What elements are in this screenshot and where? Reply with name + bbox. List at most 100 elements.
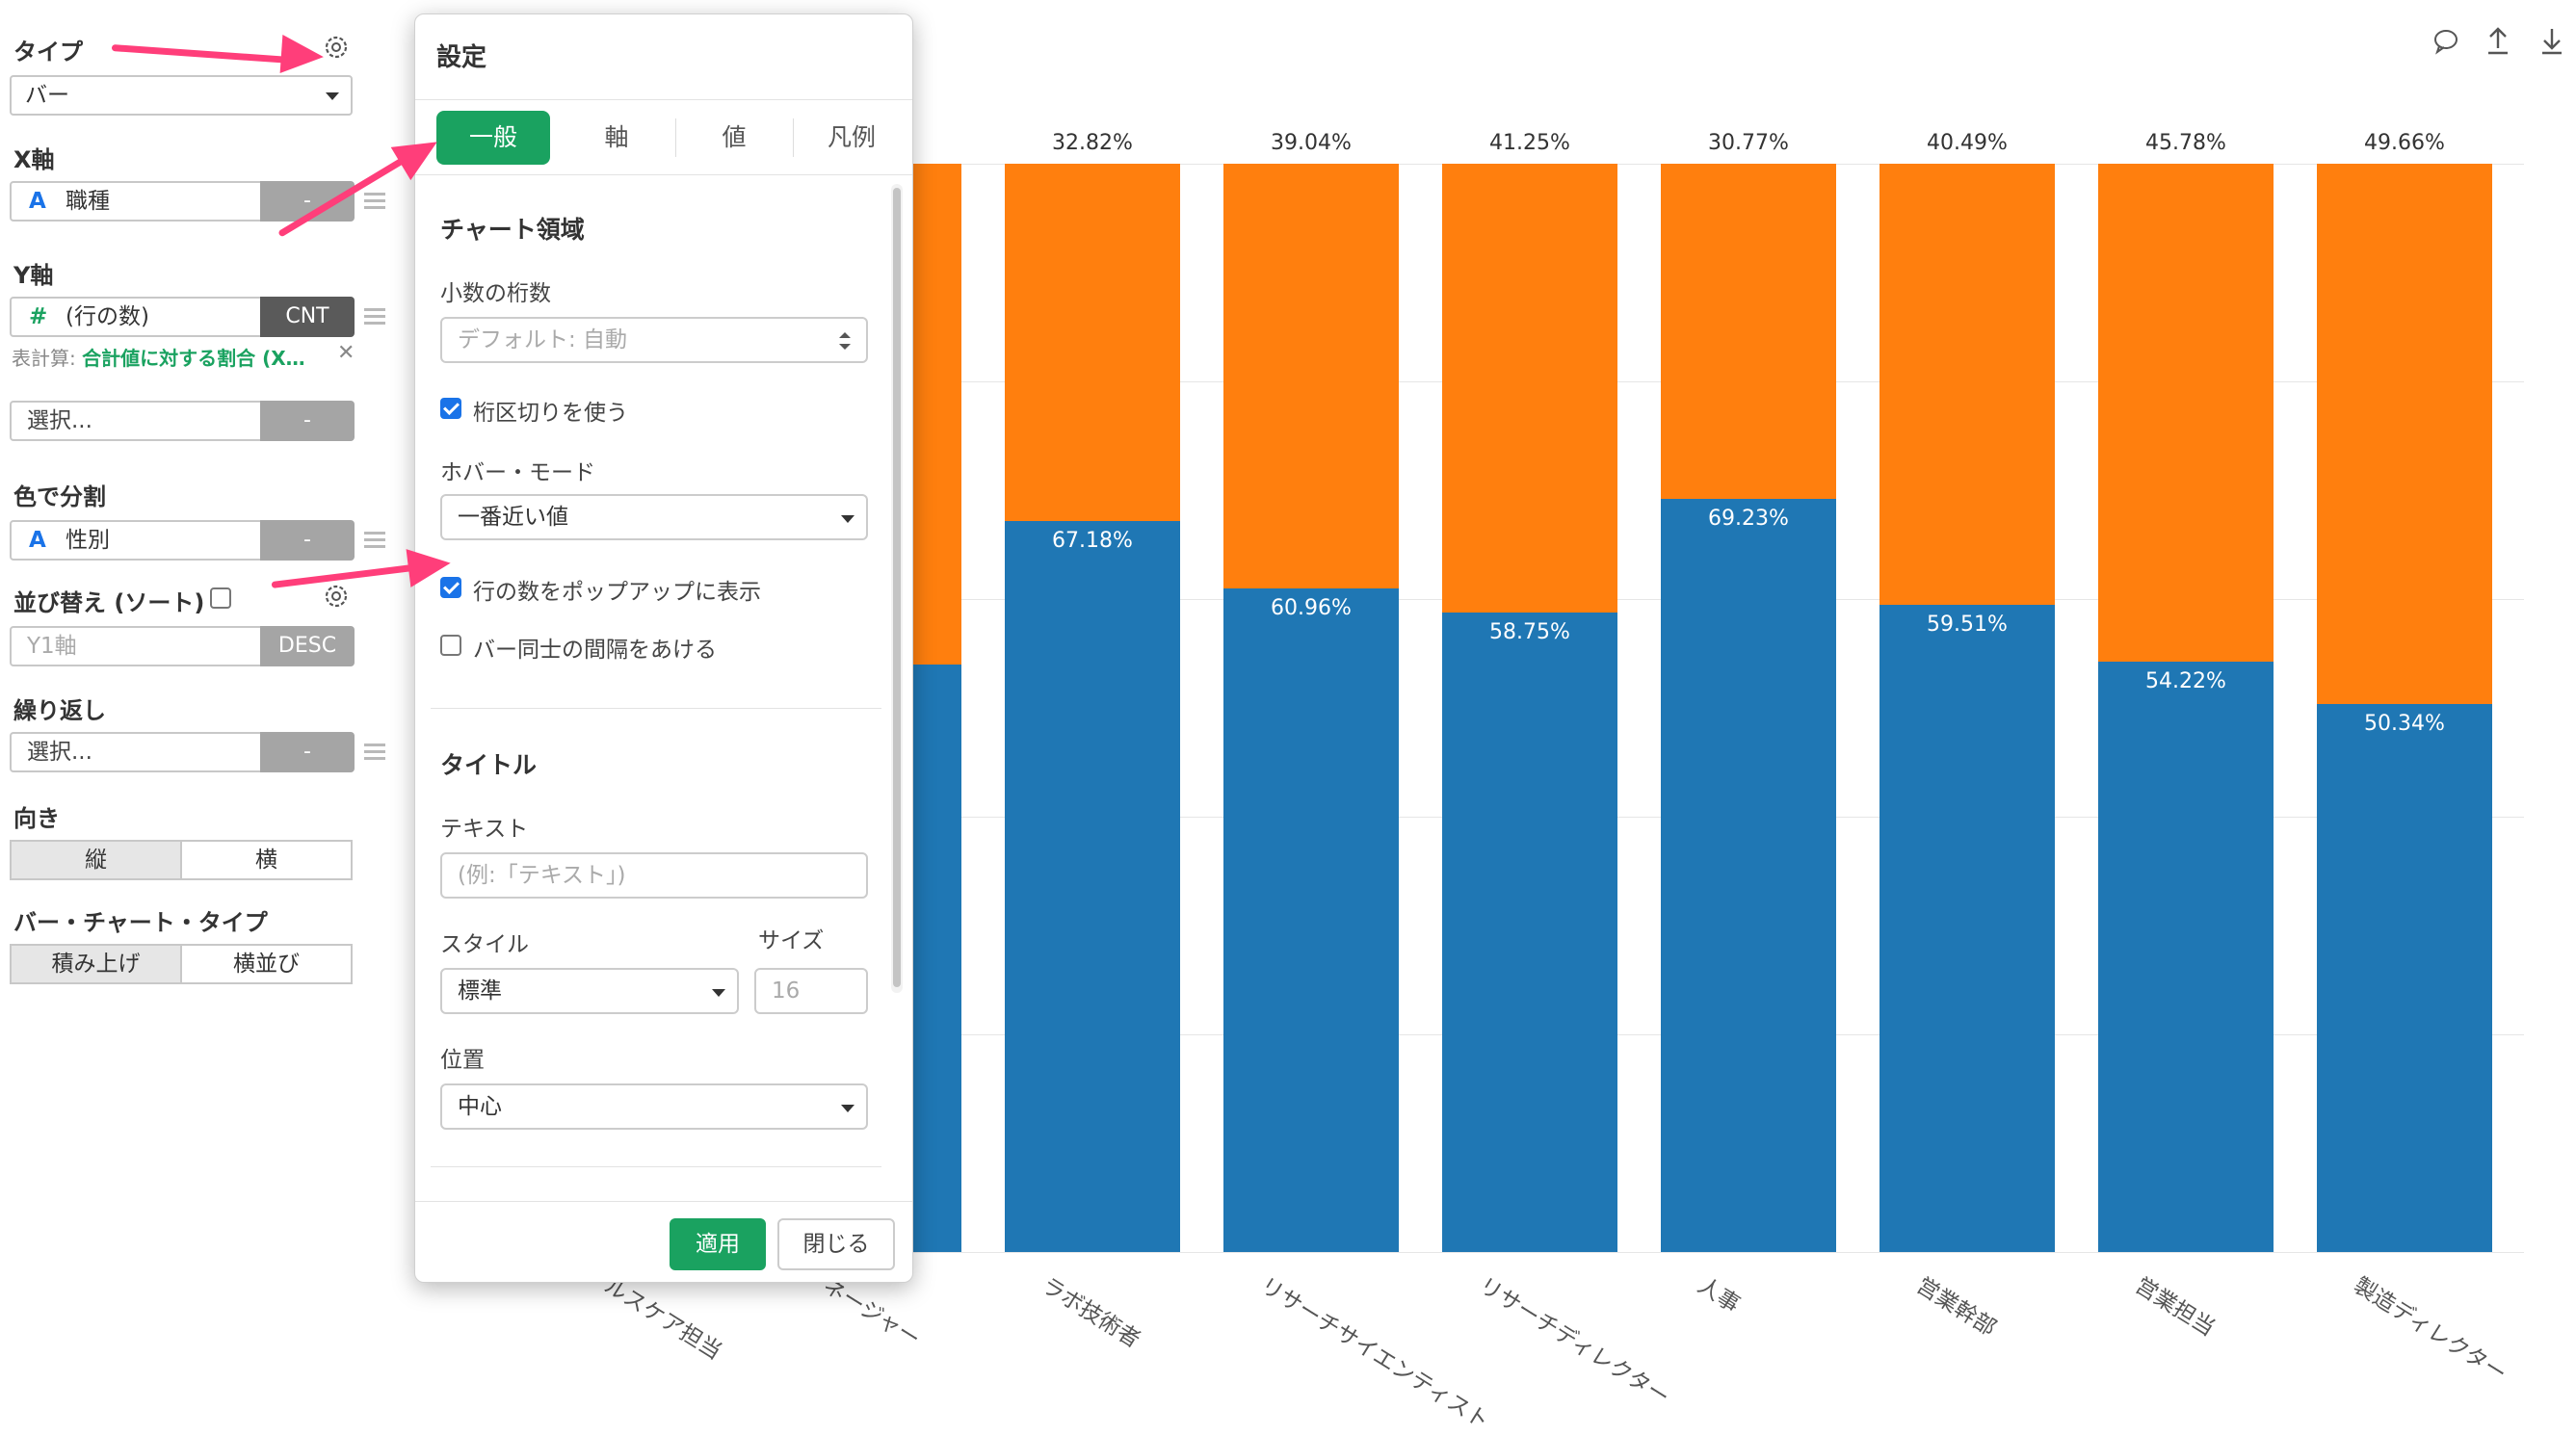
sort-gear-icon[interactable] [322,582,351,611]
style-select[interactable]: 標準 [440,968,739,1014]
tab-value[interactable]: 値 [722,123,747,151]
repeat-select[interactable]: 選択... - [10,732,355,772]
section-chart-area: チャート領域 [440,216,585,244]
bar-segment-blue[interactable] [2317,704,2492,1252]
y2-axis-select[interactable]: 選択... - [10,401,355,441]
bar-segment-blue[interactable] [1879,604,2055,1252]
drag-handle-icon[interactable] [364,193,385,196]
y2-agg-button[interactable]: - [260,401,355,441]
bar-type-side-option[interactable]: 横並び [233,952,300,977]
settings-dialog: 設定 一般 軸 値 凡例 チャート領域 小数の桁数 デフォルト: 自動 桁区切り… [414,13,913,1283]
stepper-icon[interactable] [835,328,854,353]
tab-general[interactable]: 一般 [436,111,550,165]
x-tick-label: リサーチサイエンティスト [1255,1272,1493,1435]
bar-segment-blue[interactable] [2098,662,2274,1252]
close-icon[interactable]: ✕ [337,341,355,365]
bar-segment-orange[interactable] [1005,164,1180,521]
bar-segment-blue[interactable] [1223,588,1399,1252]
y-axis-field[interactable]: # (行の数) CNT [10,297,355,337]
drag-handle-icon[interactable] [364,308,385,311]
data-label: 50.34% [2364,712,2445,737]
divider [431,1166,881,1167]
tab-legend[interactable]: 凡例 [827,123,876,151]
comment-icon[interactable] [2431,27,2460,56]
tab-axis[interactable]: 軸 [604,123,629,151]
color-split-field-name: 性別 [66,528,110,553]
bar-segment-blue[interactable] [1442,613,1617,1252]
orientation-toggle[interactable]: 縦 横 [10,840,353,880]
x-tick-label: 製造ディレクター [2349,1272,2511,1388]
size-label: サイズ [758,928,825,953]
position-label: 位置 [440,1048,485,1073]
table-calc-link[interactable]: 合計値に対する割合 (X… [82,347,305,370]
hover-mode-select[interactable]: 一番近い値 [440,494,868,540]
color-split-label: 色で分割 [13,483,106,510]
hover-mode-value: 一番近い値 [458,505,568,530]
data-label: 67.18% [1052,528,1133,553]
section-title: タイトル [440,751,538,779]
upload-icon[interactable] [2484,25,2512,56]
scrollbar-thumb[interactable] [893,188,901,987]
y-axis-agg-button[interactable]: CNT [260,297,355,337]
gear-icon[interactable] [322,33,351,62]
sort-label: 並び替え (ソート) [13,589,205,616]
dialog-title: 設定 [436,43,487,72]
drag-handle-icon[interactable] [364,744,385,746]
x-tick-label: 営業担当 [2130,1272,2220,1342]
size-input[interactable]: 16 [754,968,868,1014]
orientation-vertical-option[interactable]: 縦 [12,842,182,878]
thousands-sep-checkbox[interactable] [440,398,461,419]
bar-segment-orange[interactable] [1661,164,1836,499]
bar-segment-orange[interactable] [1223,164,1399,589]
bar-segment-orange[interactable] [1442,164,1617,613]
bar-segment-orange[interactable] [2098,164,2274,663]
tab-separator [793,118,794,157]
popup-rows-label: 行の数をポップアップに表示 [473,580,761,605]
bar-gap-checkbox[interactable] [440,635,461,656]
annotation-arrow [111,44,285,64]
repeat-value: 選択... [27,740,92,765]
bar-type-stacked-option[interactable]: 積み上げ [12,946,182,982]
bar-segment-blue[interactable] [1005,520,1180,1252]
sort-checkbox[interactable] [210,587,231,609]
table-calc-prefix: 表計算: [12,347,76,370]
sort-field[interactable]: Y1軸 DESC [10,626,355,666]
x-axis-field[interactable]: A 職種 - [10,181,355,222]
type-label: タイプ [13,39,83,65]
download-icon[interactable] [2537,25,2566,56]
scrollbar-track[interactable] [891,184,903,993]
thousands-sep-label: 桁区切りを使う [473,401,628,426]
popup-rows-checkbox[interactable] [440,577,461,598]
y-axis-label: Y軸 [13,262,54,289]
data-label: 32.82% [1052,131,1133,155]
bar-segment-orange[interactable] [2317,164,2492,705]
bar-segment-orange[interactable] [1879,164,2055,605]
drag-handle-icon[interactable] [364,532,385,535]
color-agg-button[interactable]: - [260,520,355,561]
title-text-input[interactable]: (例:「テキスト」) [440,852,868,899]
y-axis-field-name: (行の数) [66,304,149,329]
position-select[interactable]: 中心 [440,1083,868,1130]
chart-type-select[interactable]: バー [10,75,353,116]
x-tick-label: 営業幹部 [1911,1272,2001,1342]
orientation-label: 向き [13,805,60,832]
bar-gap-label: バー同士の間隔をあける [473,638,717,663]
apply-button[interactable]: 適用 [670,1218,766,1270]
sort-order-button[interactable]: DESC [260,626,355,666]
x-axis-field-name: 職種 [66,189,110,214]
data-label: 49.66% [2364,131,2445,155]
footer-divider [415,1201,912,1202]
data-label: 39.04% [1271,131,1352,155]
color-split-field[interactable]: A 性別 - [10,520,355,561]
sort-field-value: Y1軸 [27,634,77,659]
bar-type-toggle[interactable]: 積み上げ 横並び [10,944,353,984]
decimal-input[interactable]: デフォルト: 自動 [440,317,868,363]
repeat-agg-button[interactable]: - [260,732,355,772]
data-label: 60.96% [1271,596,1352,621]
close-button[interactable]: 閉じる [777,1218,895,1270]
bar-segment-blue[interactable] [1661,498,1836,1252]
orientation-horizontal-option[interactable]: 横 [255,848,277,873]
data-label: 69.23% [1708,506,1789,531]
decimal-label: 小数の桁数 [440,281,551,306]
chevron-down-icon [326,92,339,100]
